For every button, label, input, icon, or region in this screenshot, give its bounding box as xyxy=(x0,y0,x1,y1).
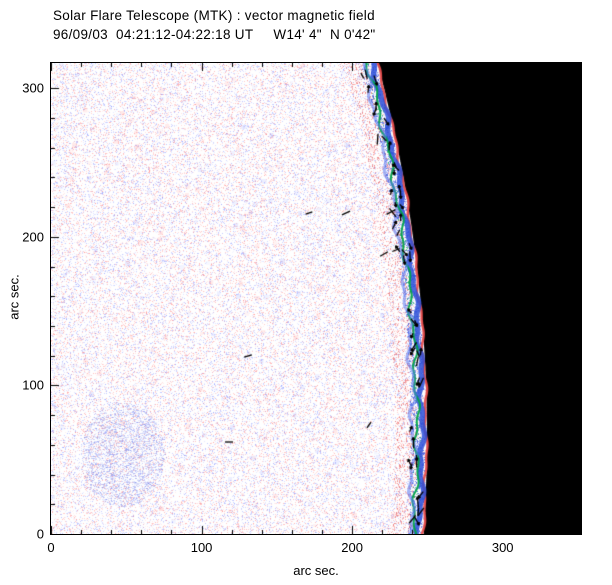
plot-area xyxy=(50,62,582,535)
y-tick-label: 100 xyxy=(22,377,44,393)
x-tick-label: 300 xyxy=(491,540,514,555)
chart-title: Solar Flare Telescope (MTK) : vector mag… xyxy=(53,8,375,23)
y-tick-label: 0 xyxy=(36,526,44,542)
y-tick-label: 200 xyxy=(22,229,44,245)
chart-subtitle: 96/09/03 04:21:12-04:22:18 UT W14' 4" N … xyxy=(53,27,376,42)
x-tick-label: 100 xyxy=(190,540,213,555)
magnetogram-canvas xyxy=(51,63,581,534)
x-tick-label: 200 xyxy=(341,540,363,555)
y-axis-title: arc sec. xyxy=(6,274,22,320)
x-tick-label: 0 xyxy=(47,540,55,555)
y-tick-label: 300 xyxy=(22,80,44,96)
x-axis-title: arc sec. xyxy=(293,563,339,578)
